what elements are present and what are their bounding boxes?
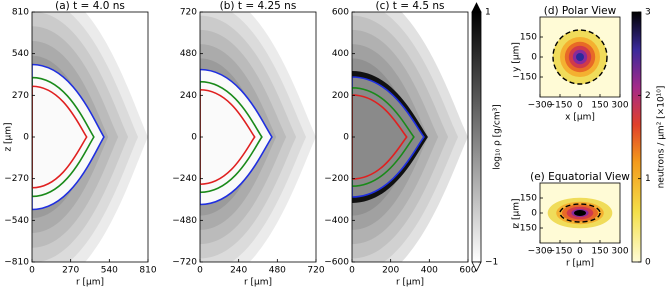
y-axis-label: z [μm] (4, 122, 14, 151)
colorbar-label: log₁₀ ρ [g/cm³] (493, 104, 503, 169)
x-axis-label: x [μm] (565, 113, 595, 123)
y-tick-label: −810 (4, 258, 29, 268)
x-tick-label: 0 (197, 266, 203, 276)
y-tick-label: 150 (520, 194, 537, 204)
y-tick-label: 0 (531, 53, 537, 63)
contour-blue (200, 68, 273, 206)
core (32, 64, 104, 210)
panel-title: (c) t = 4.5 ns (375, 0, 444, 12)
x-tick-label: 0 (29, 266, 35, 276)
x-tick-label: 810 (139, 266, 156, 276)
image (32, 12, 148, 262)
emission-core (574, 210, 586, 216)
x-tick-label: −300 (528, 101, 553, 111)
x-tick-label: 0 (349, 266, 355, 276)
colorbar-tick-label: 2 (645, 91, 651, 101)
extend-bottom (471, 261, 482, 272)
x-axis-label: r [μm] (76, 278, 104, 288)
y-tick-label: 0 (531, 209, 537, 219)
contour-green (352, 86, 415, 188)
extend-top (471, 2, 482, 13)
image (352, 12, 468, 262)
x-tick-label: 150 (591, 101, 608, 111)
contour-green (200, 80, 263, 194)
colorbar-tick-label: 0 (645, 258, 651, 268)
x-tick-label: −300 (528, 247, 553, 257)
y-tick-label: 270 (12, 91, 29, 101)
contour-blue (32, 63, 105, 211)
x-tick-label: 720 (307, 266, 324, 276)
contour-green (32, 76, 95, 198)
y-tick-label: 0 (343, 133, 349, 143)
panel-title: (e) Equatorial View (530, 171, 630, 183)
x-tick-label: 600 (459, 266, 476, 276)
y-tick-label: 240 (180, 91, 197, 101)
x-tick-label: 0 (577, 101, 583, 111)
x-axis-label: r [μm] (566, 259, 594, 269)
x-tick-label: −150 (548, 101, 573, 111)
panel-title: (b) t = 4.25 ns (220, 0, 297, 12)
y-tick-label: −270 (4, 174, 29, 184)
colorbar (471, 11, 482, 263)
core (352, 77, 424, 197)
x-axis-label: r [μm] (244, 278, 272, 288)
image (540, 183, 620, 243)
y-tick-label: 600 (332, 8, 349, 18)
y-tick-label: −150 (512, 224, 537, 234)
y-tick-label: −540 (4, 216, 29, 226)
y-axis-label: y [μm] (512, 42, 522, 72)
x-tick-label: 300 (611, 247, 628, 257)
y-tick-label: 0 (23, 133, 29, 143)
x-tick-label: 0 (577, 247, 583, 257)
colorbar-tick-label: 1 (485, 8, 491, 18)
y-tick-label: 200 (332, 91, 349, 101)
image (540, 17, 620, 97)
y-tick-label: 150 (520, 33, 537, 43)
colorbar-tick-label: 3 (645, 8, 651, 18)
y-tick-label: 0 (191, 133, 197, 143)
y-tick-label: −240 (172, 174, 197, 184)
y-tick-label: −480 (172, 216, 197, 226)
panel-title: (a) t = 4.0 ns (55, 0, 125, 12)
emission-ring (576, 53, 584, 61)
x-tick-label: 540 (101, 266, 118, 276)
panel-title: (d) Polar View (544, 5, 617, 17)
y-tick-label: −200 (324, 174, 349, 184)
x-tick-label: 200 (382, 266, 399, 276)
x-tick-label: 270 (62, 266, 79, 276)
image (200, 12, 316, 262)
y-tick-label: 480 (180, 49, 197, 59)
x-tick-label: 240 (230, 266, 247, 276)
colorbar-tick-label: −1 (485, 258, 498, 268)
y-tick-label: 810 (12, 8, 29, 18)
dashed-contour (559, 203, 601, 223)
dashed-contour (552, 29, 608, 85)
colorbar-tick-label: 1 (645, 174, 651, 184)
x-axis-label: r [μm] (396, 278, 424, 288)
y-tick-label: −720 (172, 258, 197, 268)
x-tick-label: −150 (548, 247, 573, 257)
x-tick-label: 480 (269, 266, 286, 276)
colorbar-label: neutrons / μm² [×10¹⁰] (657, 86, 667, 189)
colorbar (631, 11, 642, 263)
y-tick-label: −400 (324, 216, 349, 226)
y-tick-label: 720 (180, 8, 197, 18)
y-tick-label: 400 (332, 49, 349, 59)
x-tick-label: 300 (611, 101, 628, 111)
core (200, 69, 272, 205)
y-tick-label: −600 (324, 258, 349, 268)
contour-red (352, 94, 408, 180)
x-tick-label: 150 (591, 247, 608, 257)
y-tick-label: 540 (12, 49, 29, 59)
contour-blue (352, 76, 425, 198)
y-axis-label: z [μm] (512, 198, 522, 227)
x-tick-label: 400 (421, 266, 438, 276)
y-tick-label: −150 (512, 73, 537, 83)
contour-red (200, 88, 256, 186)
contour-red (32, 85, 88, 189)
